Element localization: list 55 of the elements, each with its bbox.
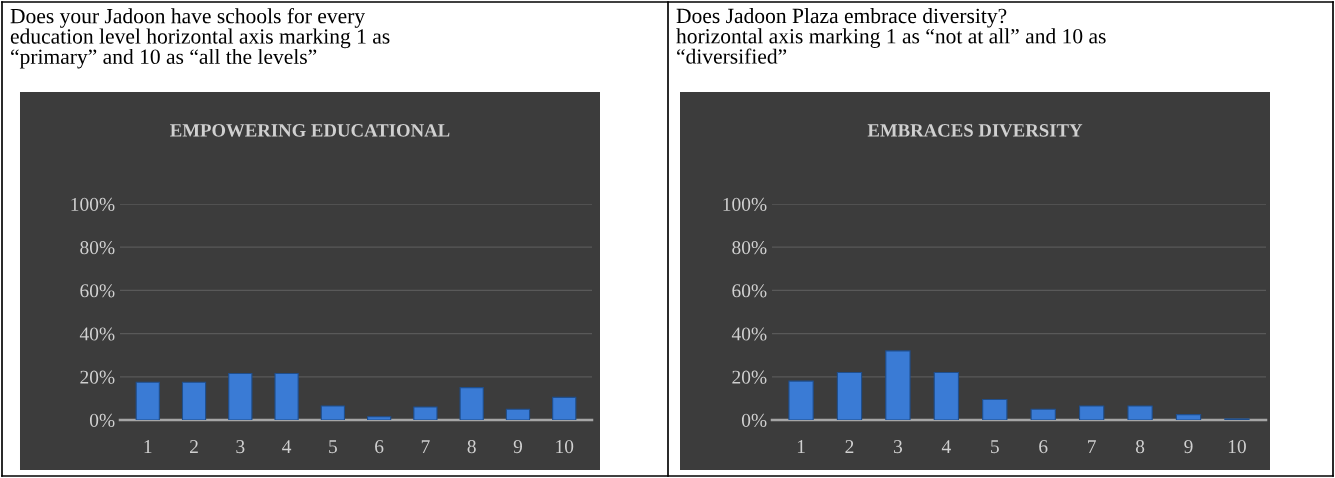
- x-tick-label: 3: [236, 440, 245, 454]
- x-tick-label: 1: [797, 440, 805, 453]
- x-tick-label: 6: [1039, 440, 1048, 454]
- bar: [1127, 405, 1153, 420]
- bar: [320, 405, 345, 420]
- bar: [1078, 405, 1105, 420]
- y-tick-label: 0%: [89, 413, 115, 427]
- bar: [836, 371, 863, 420]
- y-tick-label: 80%: [80, 241, 115, 255]
- x-tick-label: 8: [467, 440, 476, 454]
- y-tick-label: 20%: [732, 370, 767, 384]
- chart-title: EMBRACES DIVERSITY: [867, 124, 1083, 137]
- x-tick-label: 5: [329, 440, 337, 454]
- bar: [788, 380, 814, 420]
- bar: [505, 408, 531, 420]
- x-tick-label: 3: [893, 440, 903, 454]
- bar: [181, 381, 207, 420]
- x-tick-label: 10: [556, 440, 574, 454]
- bar: [933, 371, 960, 420]
- bar: [228, 373, 253, 420]
- chart-title: EMPOWERING EDUCATIONAL: [170, 124, 450, 137]
- x-tick-label: 7: [1088, 440, 1096, 453]
- y-tick-label: 0%: [741, 413, 767, 427]
- bar: [413, 406, 438, 420]
- bar: [367, 416, 392, 420]
- x-tick-label: 6: [375, 440, 384, 454]
- bar: [885, 350, 911, 420]
- bar: [459, 387, 484, 420]
- y-tick-label: 40%: [79, 327, 115, 341]
- bar: [274, 373, 299, 420]
- y-tick-label: 60%: [732, 284, 767, 298]
- x-tick-label: 7: [421, 440, 430, 453]
- bar: [1175, 414, 1202, 420]
- x-tick-label: 2: [845, 440, 854, 453]
- x-tick-label: 4: [282, 440, 292, 453]
- x-tick-label: 4: [941, 440, 951, 453]
- y-tick-label: 20%: [80, 370, 115, 384]
- bar: [552, 396, 577, 420]
- x-tick-label: 10: [1228, 440, 1246, 454]
- text: Does your Jadoon have schools for every education level horizontal axis marking 1 as “primary” and 10 as “all the levels”: [10, 8, 390, 69]
- x-tick-label: 9: [1184, 440, 1193, 454]
- x-tick-label: 5: [991, 440, 999, 454]
- text: Does Jadoon Plaza embrace diversity? horizontal axis marking 1 as “not at all” and 10 as “diversified”: [676, 8, 1106, 64]
- y-tick-label: 100%: [723, 197, 767, 211]
- x-tick-label: 2: [190, 440, 198, 453]
- x-tick-label: 8: [1135, 440, 1145, 454]
- bar: [1030, 408, 1056, 420]
- x-tick-label: 1: [144, 440, 152, 453]
- y-tick-label: 60%: [80, 284, 115, 298]
- bar: [135, 381, 160, 420]
- y-tick-label: 40%: [731, 327, 767, 341]
- y-tick-label: 80%: [732, 241, 767, 255]
- bar: [982, 398, 1008, 420]
- y-tick-label: 100%: [71, 197, 115, 211]
- x-tick-label: 9: [513, 440, 523, 454]
